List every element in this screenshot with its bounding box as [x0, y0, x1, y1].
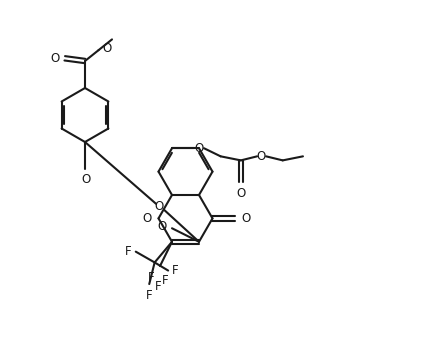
Text: O: O: [142, 212, 152, 225]
Text: O: O: [241, 212, 251, 225]
Text: O: O: [102, 42, 112, 55]
Text: O: O: [256, 150, 266, 163]
Text: O: O: [158, 220, 167, 233]
Text: O: O: [81, 173, 91, 186]
Text: O: O: [236, 187, 246, 200]
Text: F: F: [162, 274, 169, 287]
Text: F: F: [146, 289, 152, 302]
Text: F: F: [172, 264, 179, 277]
Text: F: F: [125, 245, 132, 258]
Text: O: O: [51, 52, 60, 65]
Text: F: F: [149, 271, 155, 284]
Text: O: O: [155, 200, 164, 213]
Text: O: O: [194, 142, 204, 155]
Text: F: F: [155, 280, 161, 293]
